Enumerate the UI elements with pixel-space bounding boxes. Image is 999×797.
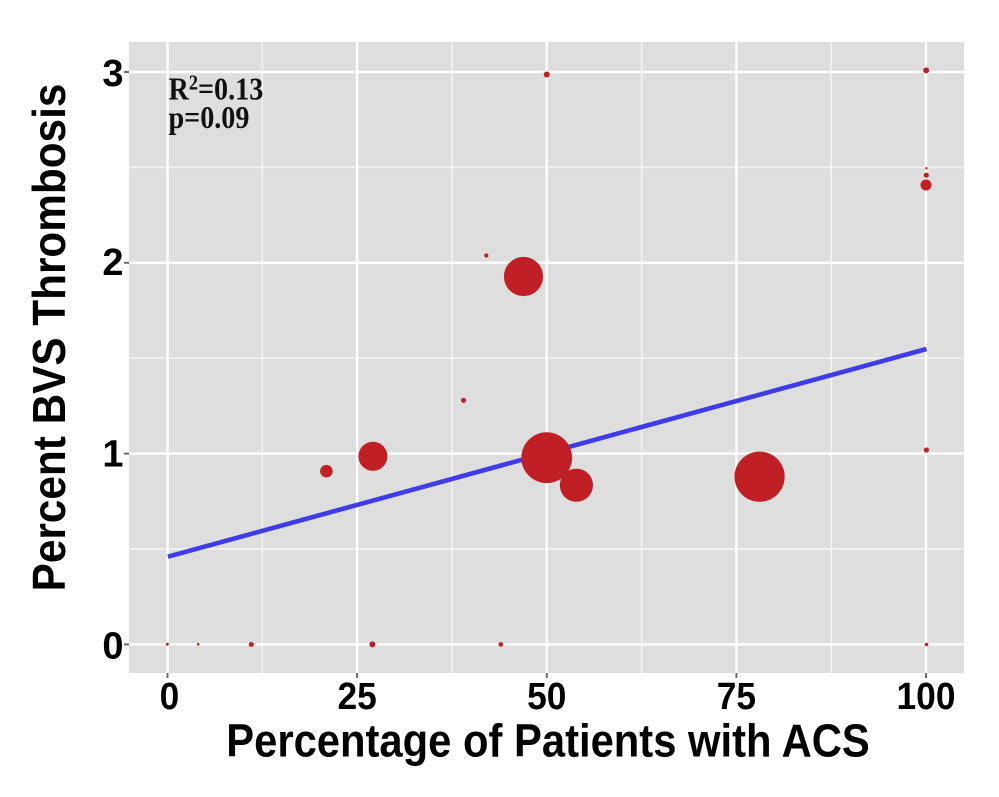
svg-text:2: 2 — [102, 242, 123, 284]
svg-text:p=0.09: p=0.09 — [169, 99, 250, 135]
svg-text:25: 25 — [337, 675, 376, 717]
svg-text:100: 100 — [897, 675, 956, 717]
svg-text:50: 50 — [527, 675, 566, 717]
svg-text:0: 0 — [160, 675, 180, 717]
svg-text:R2=0.13: R2=0.13 — [169, 71, 264, 107]
svg-text:1: 1 — [102, 434, 123, 476]
svg-text:Percentage of Patients with AC: Percentage of Patients with ACS — [226, 716, 869, 767]
svg-text:75: 75 — [717, 675, 756, 717]
svg-text:Percent BVS Thrombosis: Percent BVS Thrombosis — [24, 84, 75, 592]
svg-text:3: 3 — [102, 53, 123, 95]
svg-text:0: 0 — [102, 626, 123, 668]
